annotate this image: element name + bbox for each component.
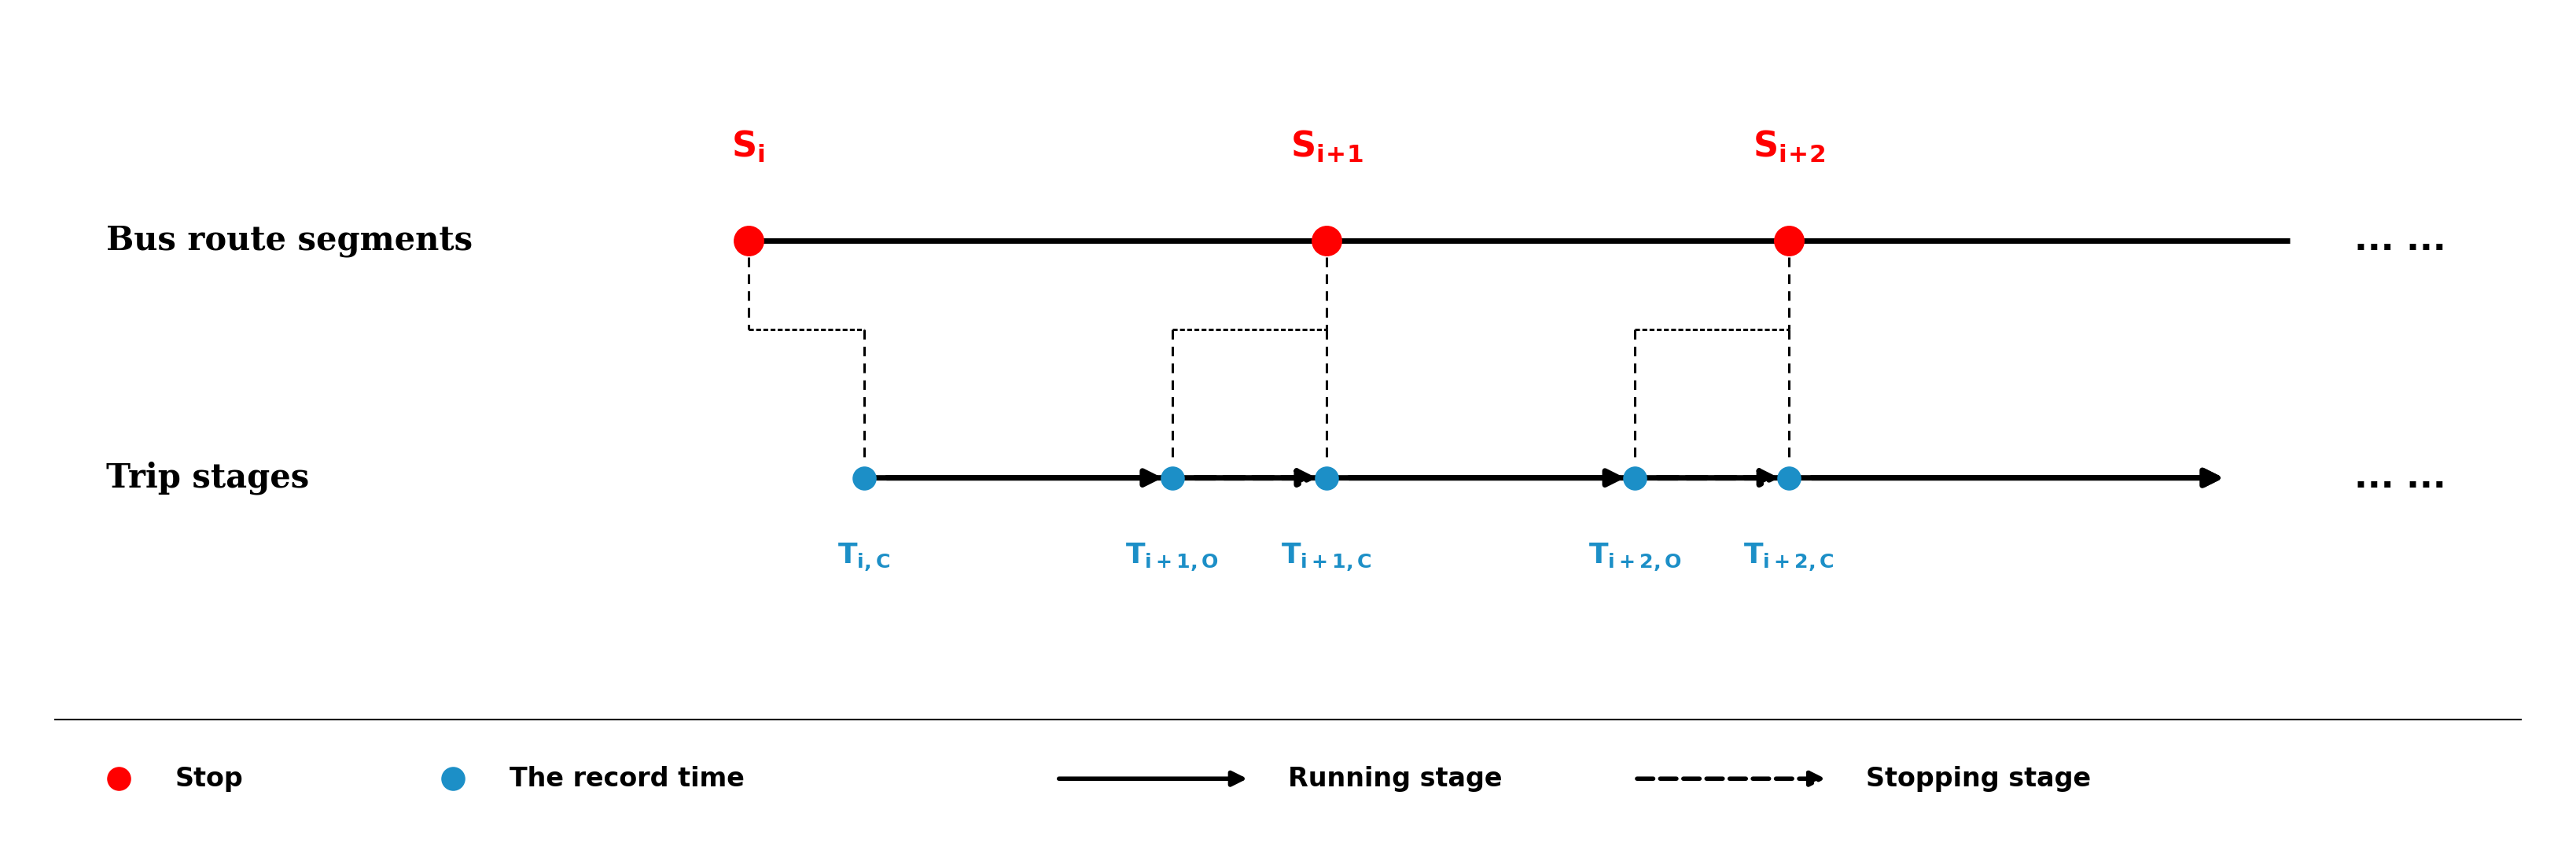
Text: $\mathbf{T_{i+2,O}}$: $\mathbf{T_{i+2,O}}$ [1589,541,1682,573]
Text: Stopping stage: Stopping stage [1865,766,2092,792]
Text: $\mathbf{S_i}$: $\mathbf{S_i}$ [732,129,765,164]
Text: $\mathbf{S_{i\!+\!2}}$: $\mathbf{S_{i\!+\!2}}$ [1752,129,1826,164]
Text: Bus route segments: Bus route segments [106,224,471,257]
Text: ... ...: ... ... [2354,461,2447,494]
Text: $\mathbf{T_{i+1,O}}$: $\mathbf{T_{i+1,O}}$ [1126,541,1218,573]
Text: Trip stages: Trip stages [106,461,309,494]
Text: ... ...: ... ... [2354,224,2447,257]
Text: $\mathbf{T_{i,C}}$: $\mathbf{T_{i,C}}$ [837,541,891,573]
Text: $\mathbf{S_{i\!+\!1}}$: $\mathbf{S_{i\!+\!1}}$ [1291,129,1363,164]
Text: Running stage: Running stage [1288,766,1502,792]
Text: $\mathbf{T_{i+1,C}}$: $\mathbf{T_{i+1,C}}$ [1280,541,1373,573]
Text: Stop: Stop [175,766,245,792]
Text: $\mathbf{T_{i+2,C}}$: $\mathbf{T_{i+2,C}}$ [1744,541,1834,573]
Text: The record time: The record time [510,766,744,792]
